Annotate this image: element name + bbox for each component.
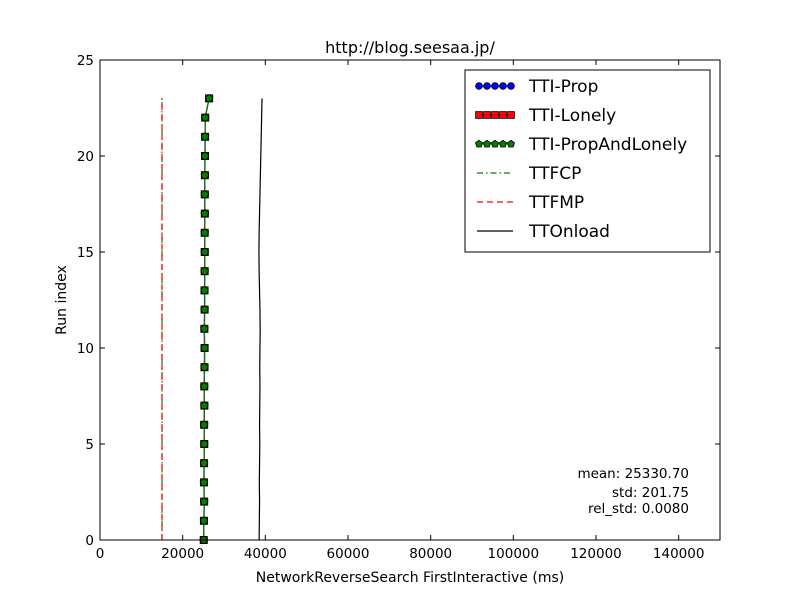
legend-marker: [499, 111, 507, 119]
legend-entry-tti-prop: TTI-Prop: [475, 77, 598, 97]
legend-label: TTFCP: [528, 164, 581, 184]
data-point-tti-propandlonely: [200, 151, 210, 160]
data-point-tti-propandlonely: [200, 189, 210, 199]
legend-box: [464, 69, 711, 253]
legend-label: TTI-PropAndLonely: [528, 135, 687, 155]
data-point-tti-propandlonely: [199, 497, 209, 506]
data-point-tti-propandlonely: [200, 401, 209, 410]
y-tick-label: 0: [85, 533, 94, 549]
x-tick-label: 120000: [570, 546, 622, 562]
y-axis-label: Run index: [54, 265, 70, 335]
legend-entry-tti-lonely: TTI-Lonely: [475, 106, 616, 126]
legend-label: TTI-Lonely: [528, 106, 616, 126]
data-point-tti-propandlonely: [204, 93, 214, 102]
data-point-tti-propandlonely: [200, 324, 209, 333]
stat-mean: mean: 25330.70: [577, 466, 689, 482]
y-tick-label: 20: [77, 149, 94, 165]
legend-entry-tti-propandlonely: TTI-PropAndLonely: [474, 135, 687, 155]
y-tick-label: 5: [85, 437, 94, 453]
legend-marker: [475, 111, 483, 119]
data-point-tti-propandlonely: [200, 247, 209, 256]
legend-marker: [490, 139, 500, 148]
data-point-tti-propandlonely: [200, 362, 209, 371]
legend-marker: [475, 82, 483, 90]
data-point-tti-propandlonely: [200, 170, 210, 179]
legend-marker: [507, 111, 515, 119]
legend-marker: [491, 82, 499, 90]
legend-marker: [474, 139, 484, 148]
legend-marker: [483, 111, 491, 119]
chart-title: http://blog.seesaa.jp/: [325, 38, 495, 57]
data-point-tti-propandlonely: [200, 381, 209, 391]
data-point-tti-propandlonely: [200, 113, 210, 122]
data-point-tti-propandlonely: [199, 420, 209, 429]
data-point-tti-propandlonely: [200, 266, 209, 275]
x-axis-label: NetworkReverseSearch FirstInteractive (m…: [256, 570, 564, 586]
data-point-tti-propandlonely: [199, 477, 209, 487]
data-point-tti-propandlonely: [200, 132, 210, 141]
legend-entry-ttfcp: TTFCP: [477, 164, 581, 184]
legend: TTI-Prop TTI-Lonely TTI-PropAndLonely TTFCP…: [464, 69, 711, 253]
legend-marker: [498, 139, 508, 148]
y-tick-label: 25: [77, 53, 94, 69]
y-tick-label: 10: [77, 341, 94, 357]
x-tick-label: 40000: [244, 546, 287, 562]
data-point-tti-propandlonely: [199, 516, 209, 525]
legend-marker: [507, 82, 515, 90]
legend-marker: [483, 82, 491, 90]
legend-marker: [499, 82, 507, 90]
series-line-ttonload: [258, 98, 263, 541]
data-point-tti-propandlonely: [200, 343, 209, 352]
x-tick-label: 80000: [409, 546, 452, 562]
data-point-tti-propandlonely: [200, 285, 209, 295]
x-tick-label: 60000: [327, 546, 370, 562]
data-point-tti-propandlonely: [200, 305, 209, 314]
stat-std: std: 201.75: [612, 485, 689, 501]
stat-rel-std: rel_std: 0.0080: [588, 501, 689, 517]
x-tick-label: 20000: [161, 546, 204, 562]
legend-label: TTFMP: [528, 193, 584, 213]
series-tti-propandlonely: [199, 93, 214, 544]
axes-frame: [99, 59, 721, 541]
stats-annotation: mean: 25330.70 std: 201.75 rel_std: 0.00…: [577, 466, 689, 517]
plot-area: [161, 93, 263, 545]
data-point-tti-propandlonely: [200, 209, 210, 218]
legend-label: TTI-Prop: [528, 77, 598, 97]
x-tick-label: 0: [96, 546, 105, 562]
x-tick-label: 140000: [653, 546, 705, 562]
axis-ticks: 0 20000 40000 60000 80000 100000 120000 140000 0…: [77, 53, 720, 562]
x-tick-label: 100000: [488, 546, 540, 562]
legend-marker: [491, 111, 499, 119]
legend-entry-ttonload: TTOnload: [477, 222, 610, 242]
data-point-tti-propandlonely: [200, 439, 209, 448]
legend-marker: [482, 139, 492, 148]
y-tick-label: 15: [77, 245, 94, 261]
series-ttonload: [258, 98, 263, 541]
legend-marker: [506, 139, 516, 148]
legend-entry-ttfmp: TTFMP: [477, 193, 584, 213]
data-point-tti-propandlonely: [200, 228, 209, 237]
legend-label: TTOnload: [528, 222, 610, 242]
data-point-tti-propandlonely: [199, 458, 209, 467]
